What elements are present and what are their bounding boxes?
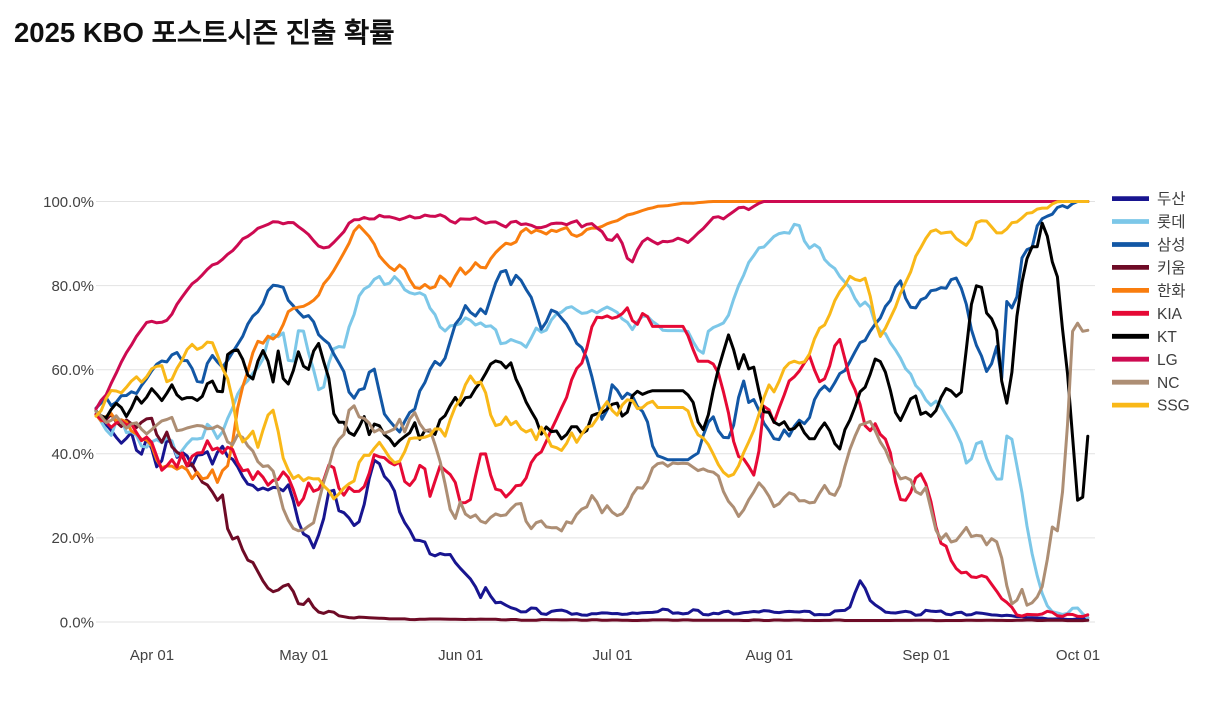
- svg-text:Oct 01: Oct 01: [1056, 647, 1100, 664]
- svg-text:80.0%: 80.0%: [51, 278, 94, 295]
- svg-text:20.0%: 20.0%: [51, 530, 94, 547]
- svg-text:롯데: 롯데: [1157, 213, 1186, 231]
- svg-text:100.0%: 100.0%: [43, 194, 94, 211]
- svg-text:LG: LG: [1157, 352, 1178, 369]
- svg-text:40.0%: 40.0%: [51, 446, 94, 463]
- svg-text:Sep 01: Sep 01: [902, 647, 950, 664]
- svg-text:SSG: SSG: [1157, 398, 1190, 415]
- svg-text:KT: KT: [1157, 329, 1177, 346]
- svg-text:KIA: KIA: [1157, 306, 1183, 323]
- svg-text:삼성: 삼성: [1157, 236, 1186, 254]
- svg-text:0.0%: 0.0%: [60, 614, 94, 631]
- svg-text:Aug 01: Aug 01: [746, 647, 794, 664]
- svg-text:Jun 01: Jun 01: [438, 647, 483, 664]
- svg-text:Apr 01: Apr 01: [130, 647, 174, 664]
- svg-text:NC: NC: [1157, 375, 1179, 392]
- svg-text:60.0%: 60.0%: [51, 362, 94, 379]
- svg-text:두산: 두산: [1157, 190, 1186, 208]
- svg-text:한화: 한화: [1157, 282, 1186, 300]
- svg-text:May 01: May 01: [279, 647, 328, 664]
- svg-text:키움: 키움: [1157, 259, 1186, 277]
- svg-text:Jul 01: Jul 01: [592, 647, 632, 664]
